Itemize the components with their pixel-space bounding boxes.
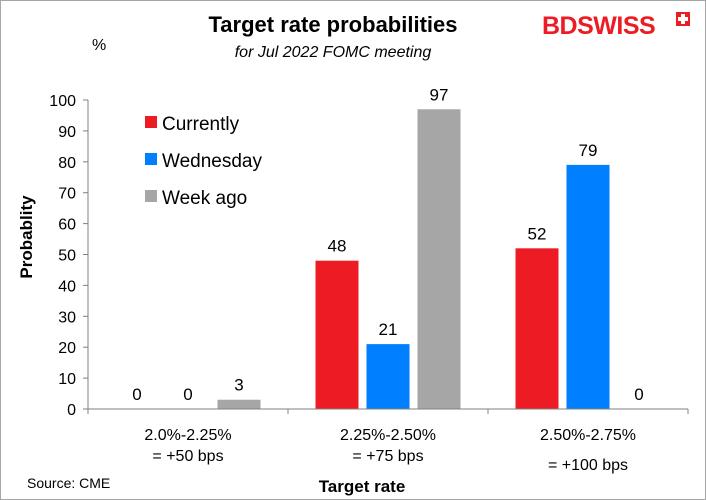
x-axis-labels: 2.0%-2.25% = +50 bps 2.25%-2.50% = +75 bps 2… xyxy=(144,427,636,474)
data-label: 0 xyxy=(183,385,192,404)
bar-wednesday xyxy=(366,344,410,409)
brand-plus-icon xyxy=(676,12,690,26)
data-label: 0 xyxy=(132,385,141,404)
y-axis-ticks: 0 10 20 30 40 50 60 70 80 90 100 xyxy=(49,93,88,419)
data-label: 0 xyxy=(634,385,643,404)
y-unit-label: % xyxy=(92,37,106,54)
legend-label: Currently xyxy=(162,114,240,135)
legend-swatch xyxy=(145,190,157,202)
chart-title: Target rate probabilities xyxy=(209,12,458,37)
y-tick-label: 60 xyxy=(58,217,76,234)
y-tick-label: 80 xyxy=(58,155,76,172)
legend-swatch xyxy=(145,116,157,128)
y-tick-label: 10 xyxy=(58,371,76,388)
x-tick-label: 2.50%-2.75% xyxy=(540,427,636,444)
y-tick-label: 20 xyxy=(58,340,76,357)
y-tick-label: 50 xyxy=(58,248,76,265)
brand-logo-text: BDSWISS xyxy=(542,12,655,40)
x-axis-ticks xyxy=(87,409,689,414)
y-tick-label: 30 xyxy=(58,309,76,326)
data-label: 21 xyxy=(379,320,398,339)
y-tick-label: 40 xyxy=(58,278,76,295)
bar-currently xyxy=(515,248,559,409)
brand-logo: BDSWISS xyxy=(542,12,690,40)
brand-logo-bd: BD xyxy=(542,12,577,40)
y-tick-label: 90 xyxy=(58,124,76,141)
legend: Currently Wednesday Week ago xyxy=(145,114,262,209)
data-label: 3 xyxy=(234,376,243,395)
data-label: 48 xyxy=(328,237,347,256)
x-tick-label: = +100 bps xyxy=(548,457,628,474)
bar-wednesday xyxy=(566,164,610,409)
x-tick-label: 2.25%-2.50% xyxy=(340,427,436,444)
legend-label: Wednesday xyxy=(162,151,262,172)
brand-logo-swiss: SWISS xyxy=(577,12,655,40)
bars xyxy=(217,109,610,410)
legend-swatch xyxy=(145,153,157,165)
data-label: 79 xyxy=(579,141,598,160)
y-axis-title: Probablity xyxy=(17,195,36,279)
source-note: Source: CME xyxy=(27,475,110,491)
data-label: 97 xyxy=(430,85,449,104)
y-tick-label: 100 xyxy=(49,93,76,110)
x-tick-label: = +75 bps xyxy=(352,448,423,465)
legend-label: Week ago xyxy=(162,188,247,209)
bar-currently xyxy=(315,260,359,409)
chart-subtitle: for Jul 2022 FOMC meeting xyxy=(235,44,432,61)
y-tick-label: 70 xyxy=(58,186,76,203)
data-label: 52 xyxy=(528,224,547,243)
bar-week-ago xyxy=(217,399,261,409)
x-tick-label: 2.0%-2.25% xyxy=(144,427,231,444)
bar-week-ago xyxy=(417,109,461,410)
x-axis-title: Target rate xyxy=(319,477,406,496)
x-tick-label: = +50 bps xyxy=(152,448,223,465)
data-labels: 0 0 3 48 21 97 52 79 0 xyxy=(132,85,643,404)
y-tick-label: 0 xyxy=(67,402,76,419)
